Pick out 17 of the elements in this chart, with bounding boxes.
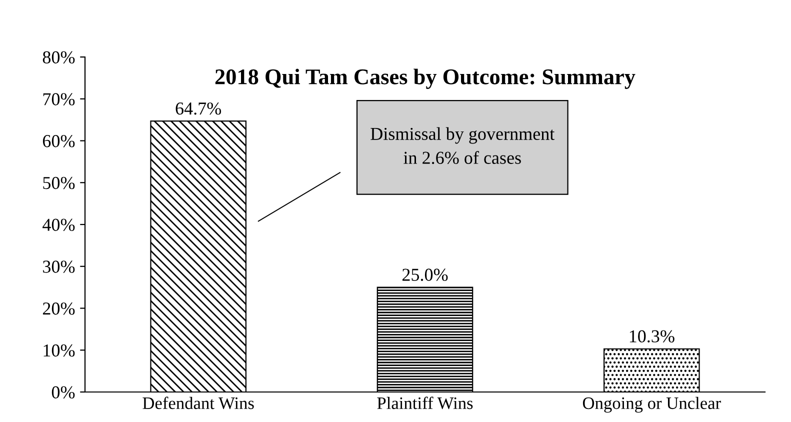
x-tick-label: Ongoing or Unclear <box>582 396 721 413</box>
y-tick-label: 40% <box>42 218 75 231</box>
x-tick-label: Defendant Wins <box>142 396 254 410</box>
y-tick-label: 20% <box>42 302 75 315</box>
data-label: 10.3% <box>630 330 674 342</box>
x-tick-label: Plaintiff Wins <box>377 396 473 410</box>
y-tick-label: 30% <box>43 260 75 273</box>
y-tick-label: 0% <box>52 386 75 398</box>
y-tick-label: 80% <box>42 51 75 64</box>
data-label: 64.7% <box>176 102 222 115</box>
y-tick-label: 10% <box>44 344 75 357</box>
y-tick-label: 70% <box>43 93 75 106</box>
annotation: Dismissal by government in 2.6% of cases <box>370 127 555 164</box>
y-tick-label: 50% <box>43 176 75 190</box>
chart-title: 2018 Qui Tam Cases by Outcome: Summary <box>215 68 636 89</box>
y-tick-label: 60% <box>42 135 75 148</box>
data-label: 25.0% <box>402 268 448 281</box>
